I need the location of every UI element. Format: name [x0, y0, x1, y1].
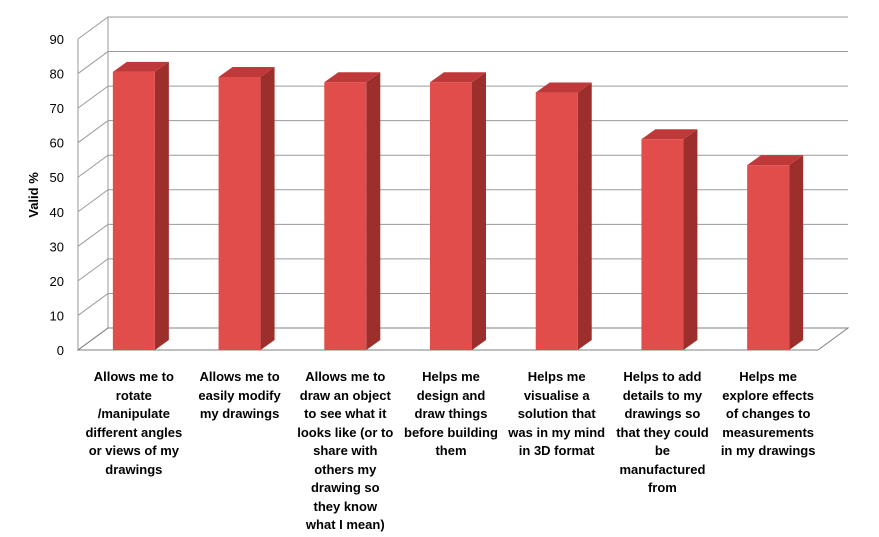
x-category-label-line: drawings	[105, 461, 163, 477]
bar-side	[577, 82, 592, 351]
bar-front	[324, 82, 367, 350]
bar	[112, 61, 169, 351]
x-category-label-line: others my	[314, 461, 377, 477]
x-category-label-line: in my drawings	[720, 443, 816, 458]
bar-side	[260, 67, 275, 350]
x-category-label-line: design and	[416, 387, 486, 403]
x-category-label: Helps me design and draw things before buil…	[401, 368, 501, 461]
bar	[641, 129, 698, 350]
x-category-label-line: from	[647, 480, 677, 495]
x-category-label-line: Allows me to	[199, 369, 280, 384]
bar-side	[366, 72, 381, 350]
x-category-label-line: manufactured	[619, 461, 706, 477]
y-tick-label: 90	[50, 32, 64, 47]
y-tick-label: 40	[50, 205, 64, 220]
bar-top	[535, 82, 592, 93]
x-category-label-line: draw things	[414, 406, 488, 421]
x-category-label-line: Allows me to	[93, 369, 174, 384]
bar-front	[747, 165, 790, 350]
bar-top	[641, 129, 698, 140]
y-tick-label: 20	[50, 274, 64, 289]
x-category-label-line: before building	[404, 424, 498, 440]
x-category-label-line: in 3D format	[518, 443, 595, 458]
x-category-label-line: Helps to add	[623, 369, 702, 384]
x-category-label: Helps to add details to my drawings so that…	[612, 368, 712, 498]
x-category-label: Allows me to easily modify my drawings	[190, 368, 290, 424]
bar-front	[112, 71, 155, 351]
bar-front	[430, 82, 472, 350]
bar-side	[683, 129, 698, 350]
x-category-label-line: share with	[313, 443, 378, 458]
x-category-label-line: to see what it	[304, 406, 387, 421]
x-category-label-line: draw an object	[299, 387, 391, 403]
x-category-label-line: they know	[313, 498, 378, 514]
y-tick-label: 10	[50, 308, 64, 323]
bar-top	[324, 72, 381, 83]
bar-front	[218, 77, 261, 350]
bar-front	[535, 92, 578, 351]
bar-side	[789, 155, 804, 350]
x-category-label-line: different angles	[85, 424, 183, 440]
x-category-label: Allows me to rotate/manipulate different a…	[84, 368, 184, 479]
x-category-label-line: what I mean)	[305, 517, 385, 532]
x-category-label-line: or views of my	[88, 443, 179, 458]
y-tick-label: 0	[57, 343, 64, 358]
x-category-label-line: Allows me to	[305, 369, 386, 384]
x-category-label-line: them	[435, 443, 467, 458]
x-category-label-line: my drawings	[199, 406, 280, 421]
x-category-label-line: rotate	[115, 387, 152, 403]
x-category-label-line: of changes to	[725, 406, 811, 421]
bar-top	[218, 67, 275, 78]
bar	[324, 72, 381, 350]
y-axis-label: Valid %	[26, 172, 41, 218]
bar-top	[747, 155, 804, 166]
bar	[430, 72, 486, 350]
bars	[112, 61, 804, 351]
bar	[535, 82, 592, 351]
x-category-label-line: drawing so	[310, 480, 380, 495]
x-category-label-line: explore effects	[722, 387, 815, 403]
y-tick-label: 50	[50, 170, 64, 185]
bar-side	[472, 72, 486, 350]
x-category-label-line: that they could	[616, 424, 709, 440]
x-category-label-line: visualise a	[523, 387, 590, 403]
x-category-label: Helps me explore effects of changes to meas…	[718, 368, 818, 461]
x-category-label-line: measurements	[722, 424, 815, 440]
y-tick-label: 70	[50, 101, 64, 116]
x-category-label-line: Helps me	[422, 369, 480, 384]
gridline	[77, 16, 848, 40]
x-category-label: Helps me visualise a solution that was in m…	[507, 368, 607, 461]
y-tick-label: 30	[50, 239, 64, 254]
x-category-label-line: solution that	[517, 406, 596, 421]
bar	[747, 155, 804, 350]
x-category-label-line: details to my	[622, 387, 703, 403]
x-category-label-line: /manipulate	[97, 406, 170, 421]
x-category-label-line: Helps me	[739, 369, 798, 384]
x-category-label-line: Helps me	[527, 369, 586, 384]
x-category-label-line: be	[654, 443, 670, 458]
gridline	[77, 51, 848, 74]
y-tick-label: 80	[50, 67, 64, 82]
bar	[218, 67, 275, 350]
x-category-label-line: was in my mind	[508, 424, 606, 440]
x-category-label-line: drawings so	[624, 406, 701, 421]
x-category-label-line: easily modify	[198, 387, 281, 403]
bar-top	[430, 72, 486, 83]
bar-top	[112, 61, 169, 72]
x-category-label: Allows me to draw an object to see what it…	[295, 368, 395, 535]
y-axis-ticks: 0 10 20 30 40 50 60 70 80 90	[50, 32, 64, 358]
bar-side	[154, 61, 169, 350]
x-category-label-line: looks like (or to	[297, 424, 394, 440]
bar-front	[641, 139, 684, 350]
y-tick-label: 60	[50, 136, 64, 151]
